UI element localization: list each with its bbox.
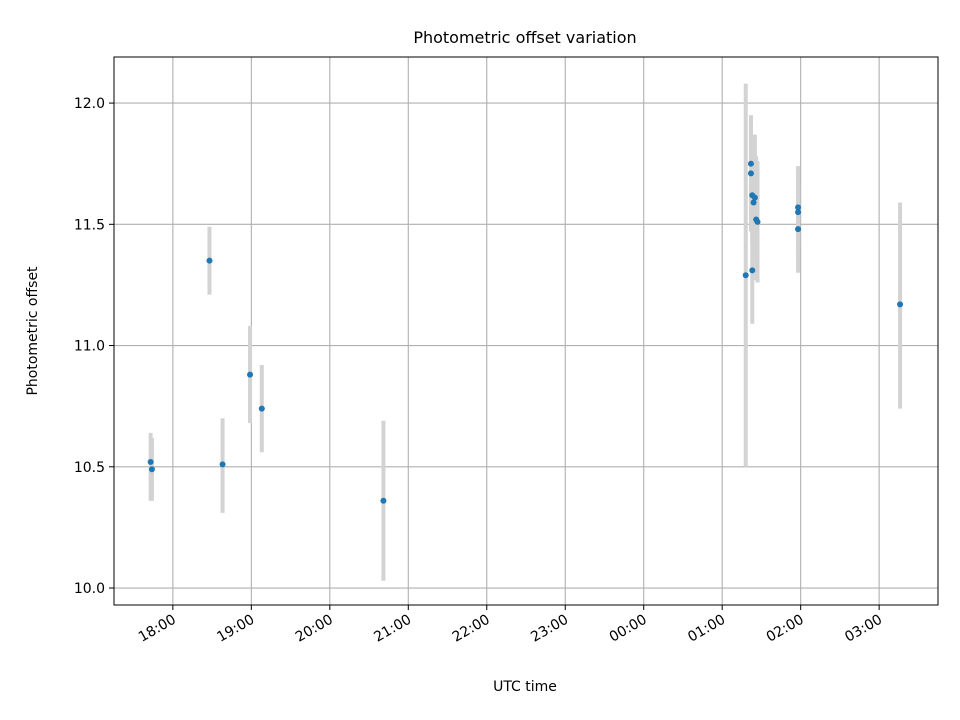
data-points <box>147 160 904 504</box>
chart-title: Photometric offset variation <box>413 28 636 47</box>
y-tick-label: 10.0 <box>74 581 105 597</box>
data-point <box>750 199 757 206</box>
data-point <box>747 160 754 167</box>
y-tick-label: 11.0 <box>74 339 105 355</box>
data-point <box>751 194 758 201</box>
data-point <box>747 170 754 177</box>
y-axis-label: Photometric offset <box>25 266 41 396</box>
data-point <box>742 272 749 279</box>
data-point <box>754 218 761 225</box>
x-axis-label: UTC time <box>493 679 557 695</box>
plot-area-frame <box>113 56 939 606</box>
data-point <box>795 204 802 211</box>
y-tick-label: 10.5 <box>74 460 105 476</box>
data-point <box>380 497 387 504</box>
data-point <box>147 458 154 465</box>
y-tick-label: 11.5 <box>74 217 105 233</box>
data-point <box>749 267 756 274</box>
data-point <box>897 301 904 308</box>
grid <box>114 57 938 605</box>
data-point <box>795 209 802 216</box>
data-point <box>206 257 213 264</box>
data-point <box>795 226 802 233</box>
data-point <box>247 371 254 378</box>
data-point <box>148 466 155 473</box>
y-tick-label: 12.0 <box>74 96 105 112</box>
data-point <box>219 461 226 468</box>
data-point <box>258 405 265 412</box>
